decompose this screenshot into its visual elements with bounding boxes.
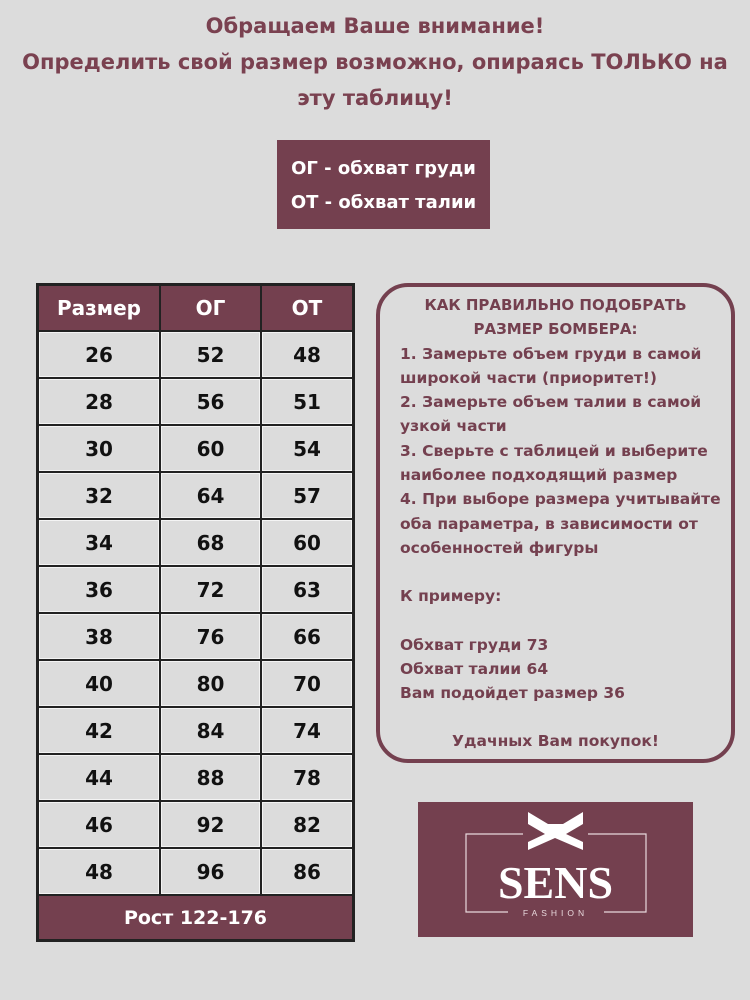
waist-cell: 48 [262, 332, 352, 377]
chest-cell: 76 [161, 614, 260, 659]
chest-cell: 84 [161, 708, 260, 753]
instruction-line: оба параметра, в зависимости от [400, 514, 698, 533]
height-footer: Рост 122-176 [39, 894, 352, 939]
waist-cell: 54 [262, 426, 352, 471]
title-line: эту таблицу! [297, 86, 453, 110]
abbreviation-legend: ОГ - обхват груди ОТ - обхват талии [277, 140, 490, 229]
instruction-line: 4. При выборе размера учитывайте [400, 490, 721, 509]
waist-cell: 57 [262, 473, 352, 518]
instruction-line: 2. Замерьте объем талии в самой [400, 393, 702, 412]
chest-cell: 68 [161, 520, 260, 565]
logo-brand-text: SENS [498, 857, 613, 908]
logo-sub-text: FASHION [523, 908, 588, 918]
example-line: Обхват груди 73 [400, 635, 549, 654]
table-row: 32 64 57 [39, 471, 352, 518]
waist-cell: 63 [262, 567, 352, 612]
table-row: 28 56 51 [39, 377, 352, 424]
size-cell: 26 [39, 332, 159, 377]
size-cell: 32 [39, 473, 159, 518]
waist-cell: 82 [262, 802, 352, 847]
size-cell: 42 [39, 708, 159, 753]
waist-cell: 51 [262, 379, 352, 424]
sens-logo-icon: SENS FASHION [465, 812, 647, 918]
title-line: Обращаем Ваше внимание! [205, 14, 545, 38]
chest-cell: 60 [161, 426, 260, 471]
table-row: 40 80 70 [39, 659, 352, 706]
size-cell: 28 [39, 379, 159, 424]
table-header: Размер ОГ ОТ [39, 286, 352, 330]
waist-cell: 60 [262, 520, 352, 565]
header-waist: ОТ [262, 286, 352, 330]
example-line: Обхват талии 64 [400, 659, 549, 678]
table-row: 46 92 82 [39, 800, 352, 847]
example-line: Вам подойдет размер 36 [400, 684, 625, 703]
waist-cell: 78 [262, 755, 352, 800]
table-row: 38 76 66 [39, 612, 352, 659]
title-line: Определить свой размер возможно, опираяс… [22, 50, 728, 74]
legend-line: ОТ - обхват талии [290, 192, 477, 213]
chest-cell: 92 [161, 802, 260, 847]
instruction-line: узкой части [400, 417, 507, 436]
waist-cell: 74 [262, 708, 352, 753]
size-cell: 38 [39, 614, 159, 659]
table-row: 44 88 78 [39, 753, 352, 800]
table-row: 48 96 86 [39, 847, 352, 894]
instructions-box: КАК ПРАВИЛЬНО ПОДОБРАТЬ РАЗМЕР БОМБЕРА: … [376, 283, 735, 763]
chest-cell: 64 [161, 473, 260, 518]
chest-cell: 52 [161, 332, 260, 377]
size-cell: 40 [39, 661, 159, 706]
waist-cell: 66 [262, 614, 352, 659]
instruction-line: особенностей фигуры [400, 538, 599, 557]
table-row: 34 68 60 [39, 518, 352, 565]
page-title: Обращаем Ваше внимание! Определить свой … [0, 8, 750, 116]
instructions-heading: РАЗМЕР БОМБЕРА: [473, 320, 638, 339]
chest-cell: 80 [161, 661, 260, 706]
table-row: 30 60 54 [39, 424, 352, 471]
size-cell: 48 [39, 849, 159, 894]
chest-cell: 72 [161, 567, 260, 612]
chest-cell: 88 [161, 755, 260, 800]
size-cell: 44 [39, 755, 159, 800]
table-row: 26 52 48 [39, 330, 352, 377]
closing-text: Удачных Вам покупок! [452, 732, 659, 751]
size-cell: 30 [39, 426, 159, 471]
size-cell: 34 [39, 520, 159, 565]
instruction-line: широкой части (приоритет!) [400, 368, 658, 387]
instruction-line: 1. Замерьте объем груди в самой [400, 344, 702, 363]
instruction-line: 3. Сверьте с таблицей и выберите [400, 441, 708, 460]
header-chest: ОГ [161, 286, 260, 330]
size-table: Размер ОГ ОТ 26 52 48 28 56 51 30 60 54 32 64 57 34 6… [36, 283, 355, 942]
chest-cell: 56 [161, 379, 260, 424]
waist-cell: 86 [262, 849, 352, 894]
chest-cell: 96 [161, 849, 260, 894]
size-cell: 46 [39, 802, 159, 847]
legend-line: ОГ - обхват груди [291, 158, 476, 179]
brand-logo: SENS FASHION [418, 802, 693, 937]
instruction-line: наиболее подходящий размер [400, 466, 678, 485]
table-row: 42 84 74 [39, 706, 352, 753]
header-size: Размер [39, 286, 159, 330]
table-row: 36 72 63 [39, 565, 352, 612]
size-cell: 36 [39, 567, 159, 612]
example-label: К примеру: [400, 587, 502, 606]
waist-cell: 70 [262, 661, 352, 706]
instructions-heading: КАК ПРАВИЛЬНО ПОДОБРАТЬ [424, 296, 687, 314]
